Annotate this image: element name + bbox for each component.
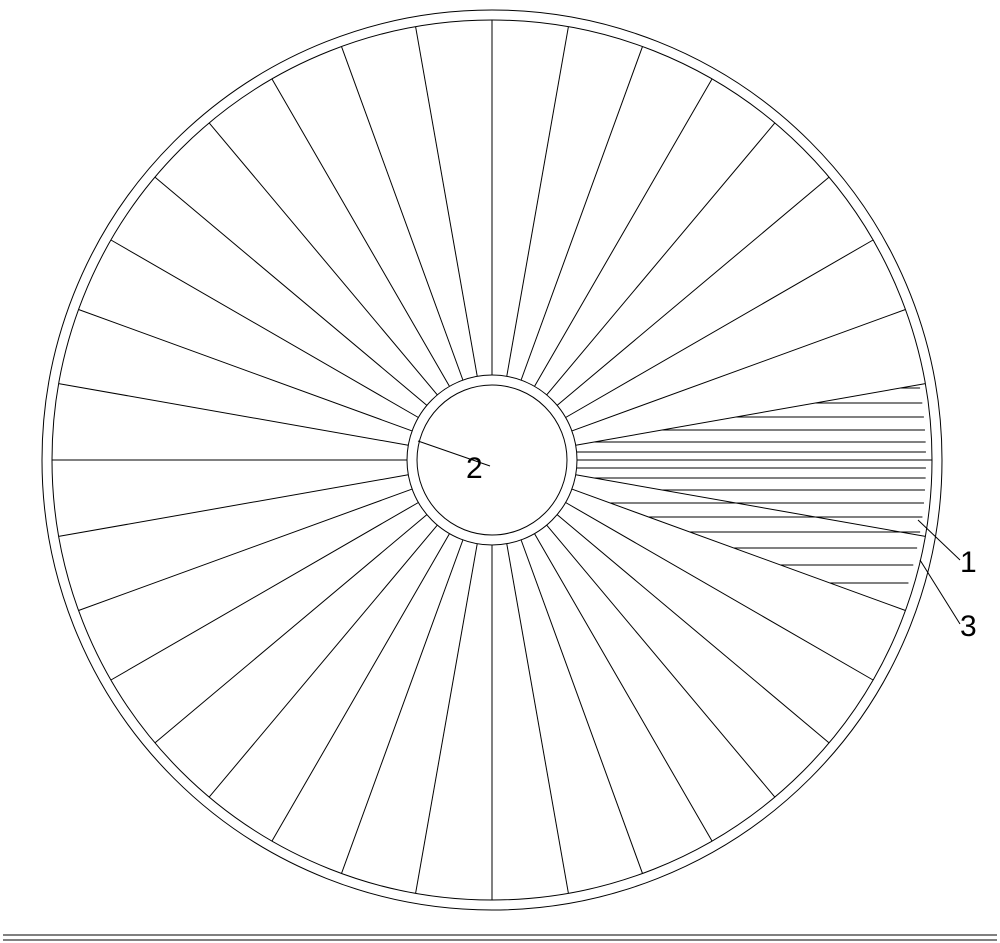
radial-wheel-svg: [0, 0, 1000, 943]
diagram-root: 2 1 3: [0, 0, 1000, 943]
callout-label-1: 1: [960, 546, 977, 580]
callout-label-3: 3: [960, 610, 977, 644]
callout-label-2: 2: [466, 452, 483, 486]
